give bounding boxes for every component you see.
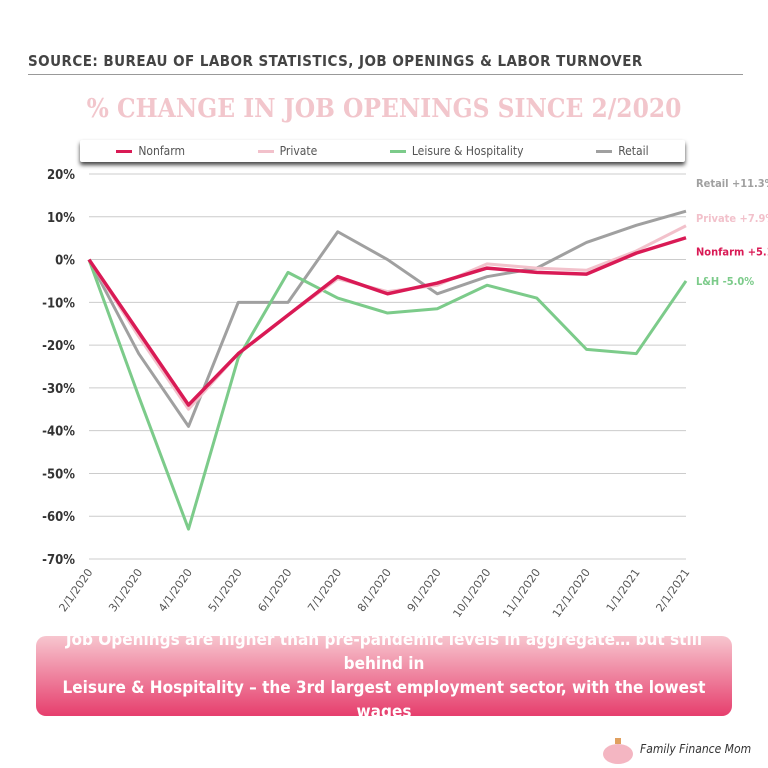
legend: Nonfarm Private Leisure & Hospitality Retai… [80, 140, 685, 162]
y-tick-label: -20% [42, 339, 75, 354]
legend-item: Leisure & Hospitality [389, 144, 524, 158]
x-tick-label: 2/1/2021 [653, 566, 692, 614]
legend-label: Leisure & Hospitality [411, 144, 524, 158]
x-tick-label: 6/1/2020 [255, 566, 294, 614]
end-label: Nonfarm +5.1% [696, 246, 768, 259]
y-tick-label: 0% [55, 254, 75, 269]
x-tick-label: 1/1/2021 [604, 566, 643, 614]
x-tick-label: 11/1/2020 [500, 566, 543, 620]
x-tick-label: 8/1/2020 [355, 566, 394, 614]
legend-swatch [116, 149, 133, 153]
series-line-nonfarm [87, 236, 687, 407]
x-tick-label: 10/1/2020 [450, 566, 493, 620]
chart-title: % CHANGE IN JOB OPENINGS SINCE 2/2020 [86, 94, 682, 124]
y-tick-label: -50% [42, 467, 75, 482]
end-label: Retail +11.3% [696, 177, 768, 190]
legend-swatch [389, 149, 406, 153]
legend-item: Nonfarm [116, 144, 185, 158]
y-tick-label: 10% [47, 211, 75, 226]
legend-label: Nonfarm [138, 144, 185, 158]
legend-item: Private [257, 144, 318, 158]
source-note: SOURCE: BUREAU OF LABOR STATISTICS, JOB … [28, 52, 643, 70]
x-tick-label: 4/1/2020 [156, 566, 195, 614]
y-tick-label: 20% [47, 168, 75, 183]
x-tick-label: 3/1/2020 [106, 566, 145, 614]
legend-label: Private [279, 144, 318, 158]
legend-label: Retail [618, 144, 649, 158]
y-tick-label: -60% [42, 510, 75, 525]
series-line-private [87, 224, 687, 411]
y-tick-label: -40% [42, 425, 75, 440]
legend-item: Retail [596, 144, 649, 158]
legend-swatch [257, 149, 274, 153]
x-tick-label: 12/1/2020 [550, 566, 593, 620]
series-line-leisure-hospitality [87, 259, 688, 531]
divider [28, 74, 743, 75]
brand-name: Family Finance Mom [640, 742, 752, 756]
x-tick-label: 5/1/2020 [206, 566, 245, 614]
y-tick-label: -70% [42, 553, 75, 568]
y-tick-label: -30% [42, 382, 75, 397]
x-tick-label: 7/1/2020 [305, 566, 344, 614]
series-line-retail [87, 209, 687, 428]
summary-banner: Job Openings are higher than pre-pandemi… [36, 630, 732, 722]
end-label: L&H -5.0% [696, 275, 754, 288]
piggy-bank-logo-icon [603, 738, 633, 764]
legend-swatch [596, 149, 613, 153]
x-tick-label: 2/1/2020 [56, 566, 95, 614]
banner-line-2: Leisure & Hospitality – the 3rd largest … [62, 678, 706, 722]
end-label: Private +7.9% [696, 212, 768, 225]
x-tick-label: 9/1/2020 [405, 566, 444, 614]
y-tick-label: -10% [42, 296, 75, 311]
banner-line-1: Job Openings are higher than pre-pandemi… [65, 630, 703, 674]
